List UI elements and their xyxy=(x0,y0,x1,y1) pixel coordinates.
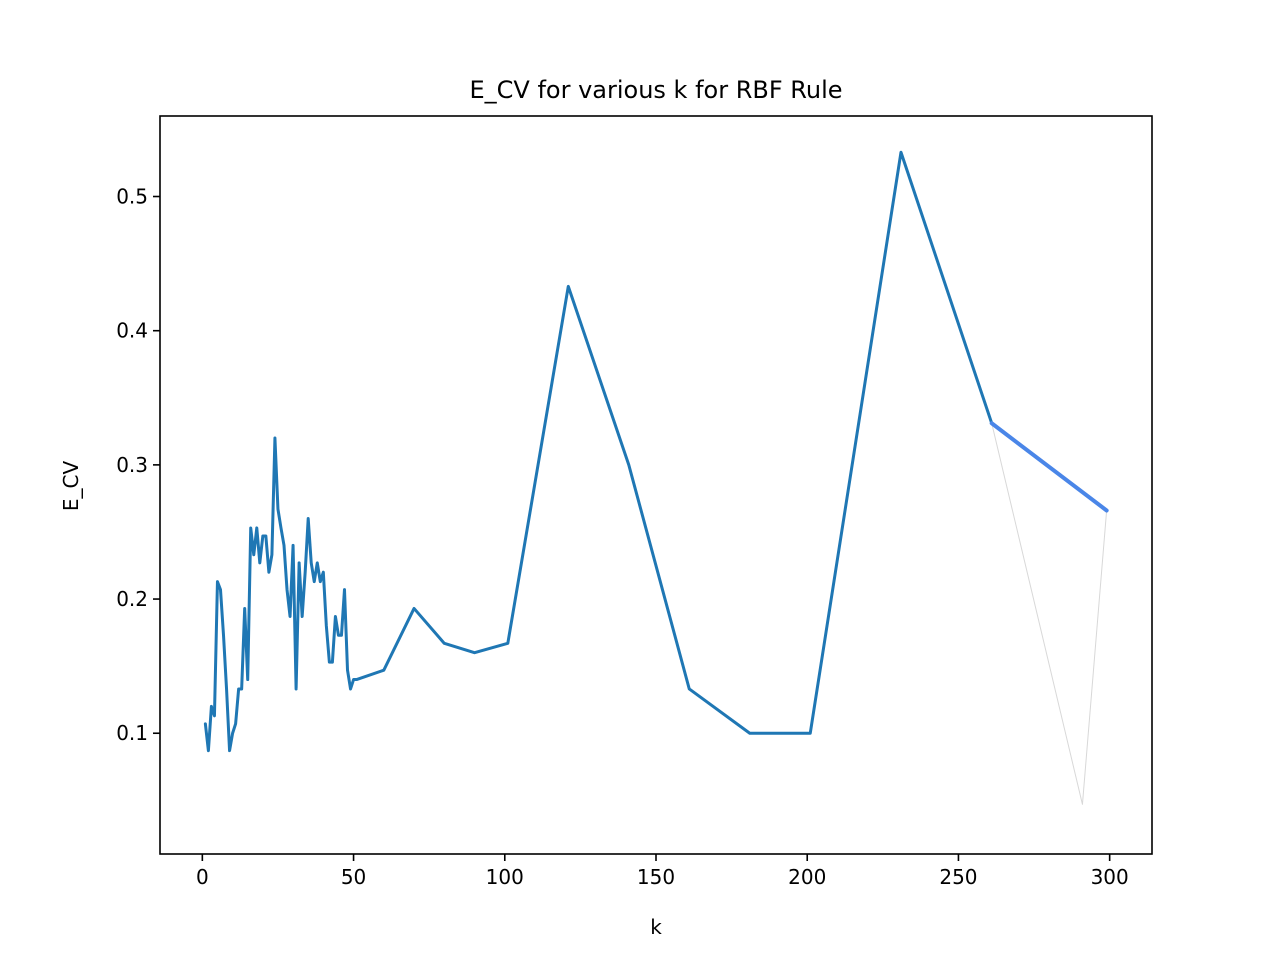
plot-area xyxy=(203,150,1109,805)
series-line-1 xyxy=(989,421,1109,513)
y-tick-label: 0.2 xyxy=(116,587,148,611)
series-line-2 xyxy=(991,422,1108,805)
y-tick-label: 0.4 xyxy=(116,319,148,343)
y-tick-label: 0.5 xyxy=(116,185,148,209)
x-tick-label: 100 xyxy=(486,865,524,889)
y-axis: 0.1 0.2 0.3 0.4 0.5 xyxy=(116,185,160,745)
x-tick-label: 0 xyxy=(196,865,209,889)
x-tick-label: 150 xyxy=(637,865,675,889)
x-axis-label: k xyxy=(650,915,662,939)
x-tick-label: 250 xyxy=(939,865,977,889)
y-tick-label: 0.3 xyxy=(116,453,148,477)
x-axis: 0 50 100 150 200 250 300 xyxy=(196,854,1129,889)
chart-title: E_CV for various k for RBF Rule xyxy=(469,76,842,104)
x-tick-label: 300 xyxy=(1091,865,1129,889)
y-tick-label: 0.1 xyxy=(116,721,148,745)
series-line-0 xyxy=(203,150,994,753)
x-tick-label: 200 xyxy=(788,865,826,889)
x-tick-label: 50 xyxy=(341,865,366,889)
y-axis-label: E_CV xyxy=(59,461,83,512)
